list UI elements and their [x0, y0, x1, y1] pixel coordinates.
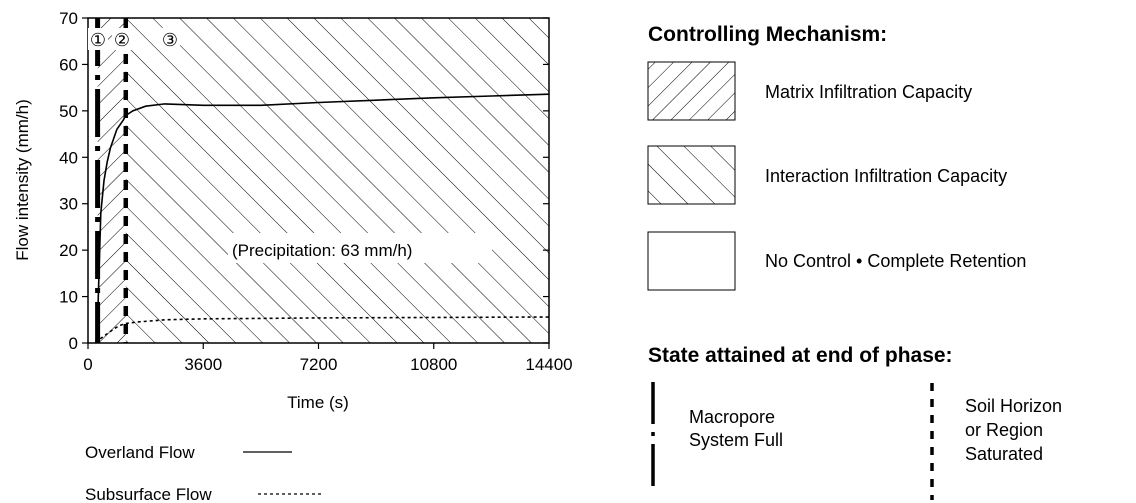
phase-label-3: ③: [162, 30, 178, 51]
legend-matrix-label: Matrix Infiltration Capacity: [765, 82, 972, 102]
legend-overland-label: Overland Flow: [85, 443, 195, 462]
y-tick-label: 50: [59, 102, 78, 121]
plot-area: [87, 17, 550, 344]
state-title: State attained at end of phase:: [648, 344, 953, 367]
y-tick-label: 70: [59, 9, 78, 28]
precipitation-annotation: (Precipitation: 63 mm/h): [232, 241, 412, 260]
y-tick-label: 20: [59, 241, 78, 260]
phase-label-bg: [160, 28, 180, 50]
y-tick-label: 10: [59, 288, 78, 307]
soil-label-3: Saturated: [965, 444, 1043, 464]
x-tick-label: 10800: [410, 355, 457, 374]
phase-label-bg: [88, 28, 108, 50]
x-tick-label: 3600: [184, 355, 222, 374]
region-matrix-phase: [97, 18, 126, 343]
x-tick-label: 7200: [300, 355, 338, 374]
y-tick-label: 30: [59, 195, 78, 214]
macropore-label-2: System Full: [689, 430, 783, 450]
phase-label-2: ②: [114, 30, 130, 51]
phase-label-bg: [112, 28, 132, 50]
macropore-label-1: Macropore: [689, 407, 775, 427]
soil-label-2: or Region: [965, 420, 1043, 440]
axis-ticks: 0 3600 7200 10800 14400 0 10 20 30 40 50 60 70: [59, 9, 573, 374]
y-axis-label: Flow intensity (mm/h): [13, 99, 32, 261]
swatch-no-control: [647, 231, 736, 291]
y-tick-label: 40: [59, 148, 78, 167]
x-tick-label: 14400: [525, 355, 572, 374]
phase-label-1: ①: [90, 30, 106, 51]
swatch-matrix: [647, 61, 736, 121]
legend-subsurface-label: Subsurface Flow: [85, 485, 212, 503]
x-axis-label: Time (s): [287, 393, 349, 412]
x-tick-label: 0: [83, 355, 92, 374]
region-interaction-phase: [125, 18, 549, 343]
y-tick-label: 60: [59, 55, 78, 74]
swatch-interaction: [647, 145, 736, 205]
soil-label-1: Soil Horizon: [965, 396, 1062, 416]
legend-interaction-label: Interaction Infiltration Capacity: [765, 166, 1007, 186]
legend-no-control-label: No Control • Complete Retention: [765, 251, 1026, 271]
y-tick-label: 0: [69, 334, 78, 353]
annotation-background: [228, 233, 492, 263]
series-subsurface-flow: [95, 316, 549, 343]
mechanism-title: Controlling Mechanism:: [648, 23, 887, 46]
